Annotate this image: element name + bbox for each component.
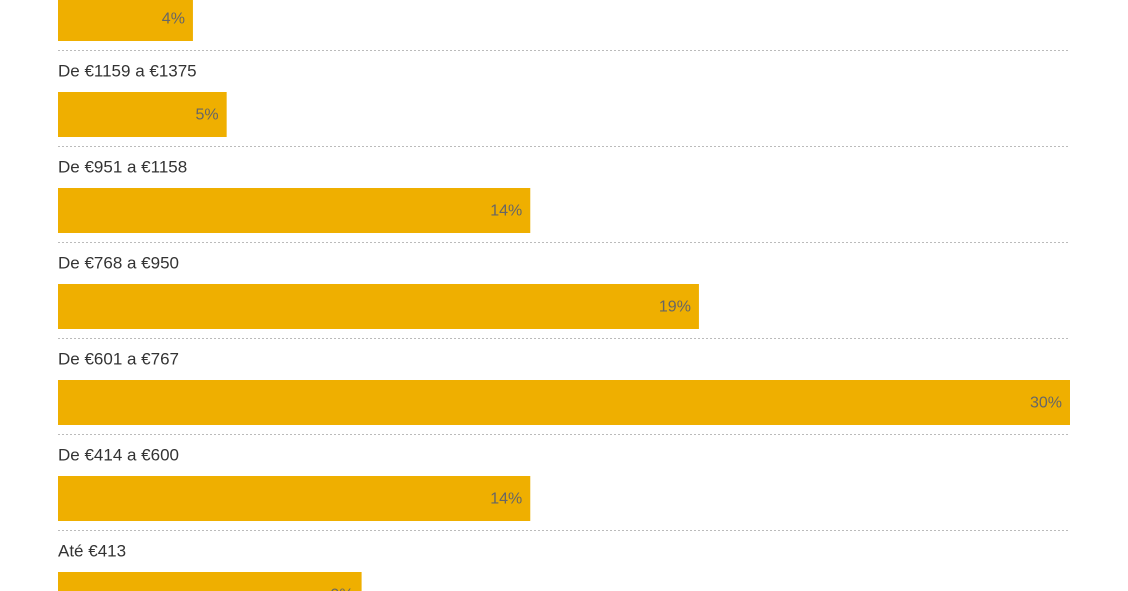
value-label: 4%	[162, 11, 185, 28]
category-label: De €768 a €950	[58, 253, 179, 272]
bar	[58, 476, 531, 521]
value-label: 14%	[490, 203, 522, 220]
bar	[58, 0, 193, 41]
bar	[58, 284, 699, 329]
value-label: 30%	[1030, 395, 1062, 412]
category-label: De €601 a €767	[58, 349, 179, 368]
value-label: 5%	[196, 107, 219, 124]
bar	[58, 92, 227, 137]
value-label: 19%	[659, 299, 691, 316]
bar	[58, 188, 531, 233]
category-label: De €414 a €600	[58, 445, 179, 464]
category-label: Até €413	[58, 541, 126, 560]
bar	[58, 572, 362, 591]
value-label: 9%	[330, 587, 353, 591]
category-label: De €951 a €1158	[58, 157, 187, 176]
bar	[58, 380, 1070, 425]
category-label: De €1159 a €1375	[58, 61, 197, 80]
value-label: 14%	[490, 491, 522, 508]
